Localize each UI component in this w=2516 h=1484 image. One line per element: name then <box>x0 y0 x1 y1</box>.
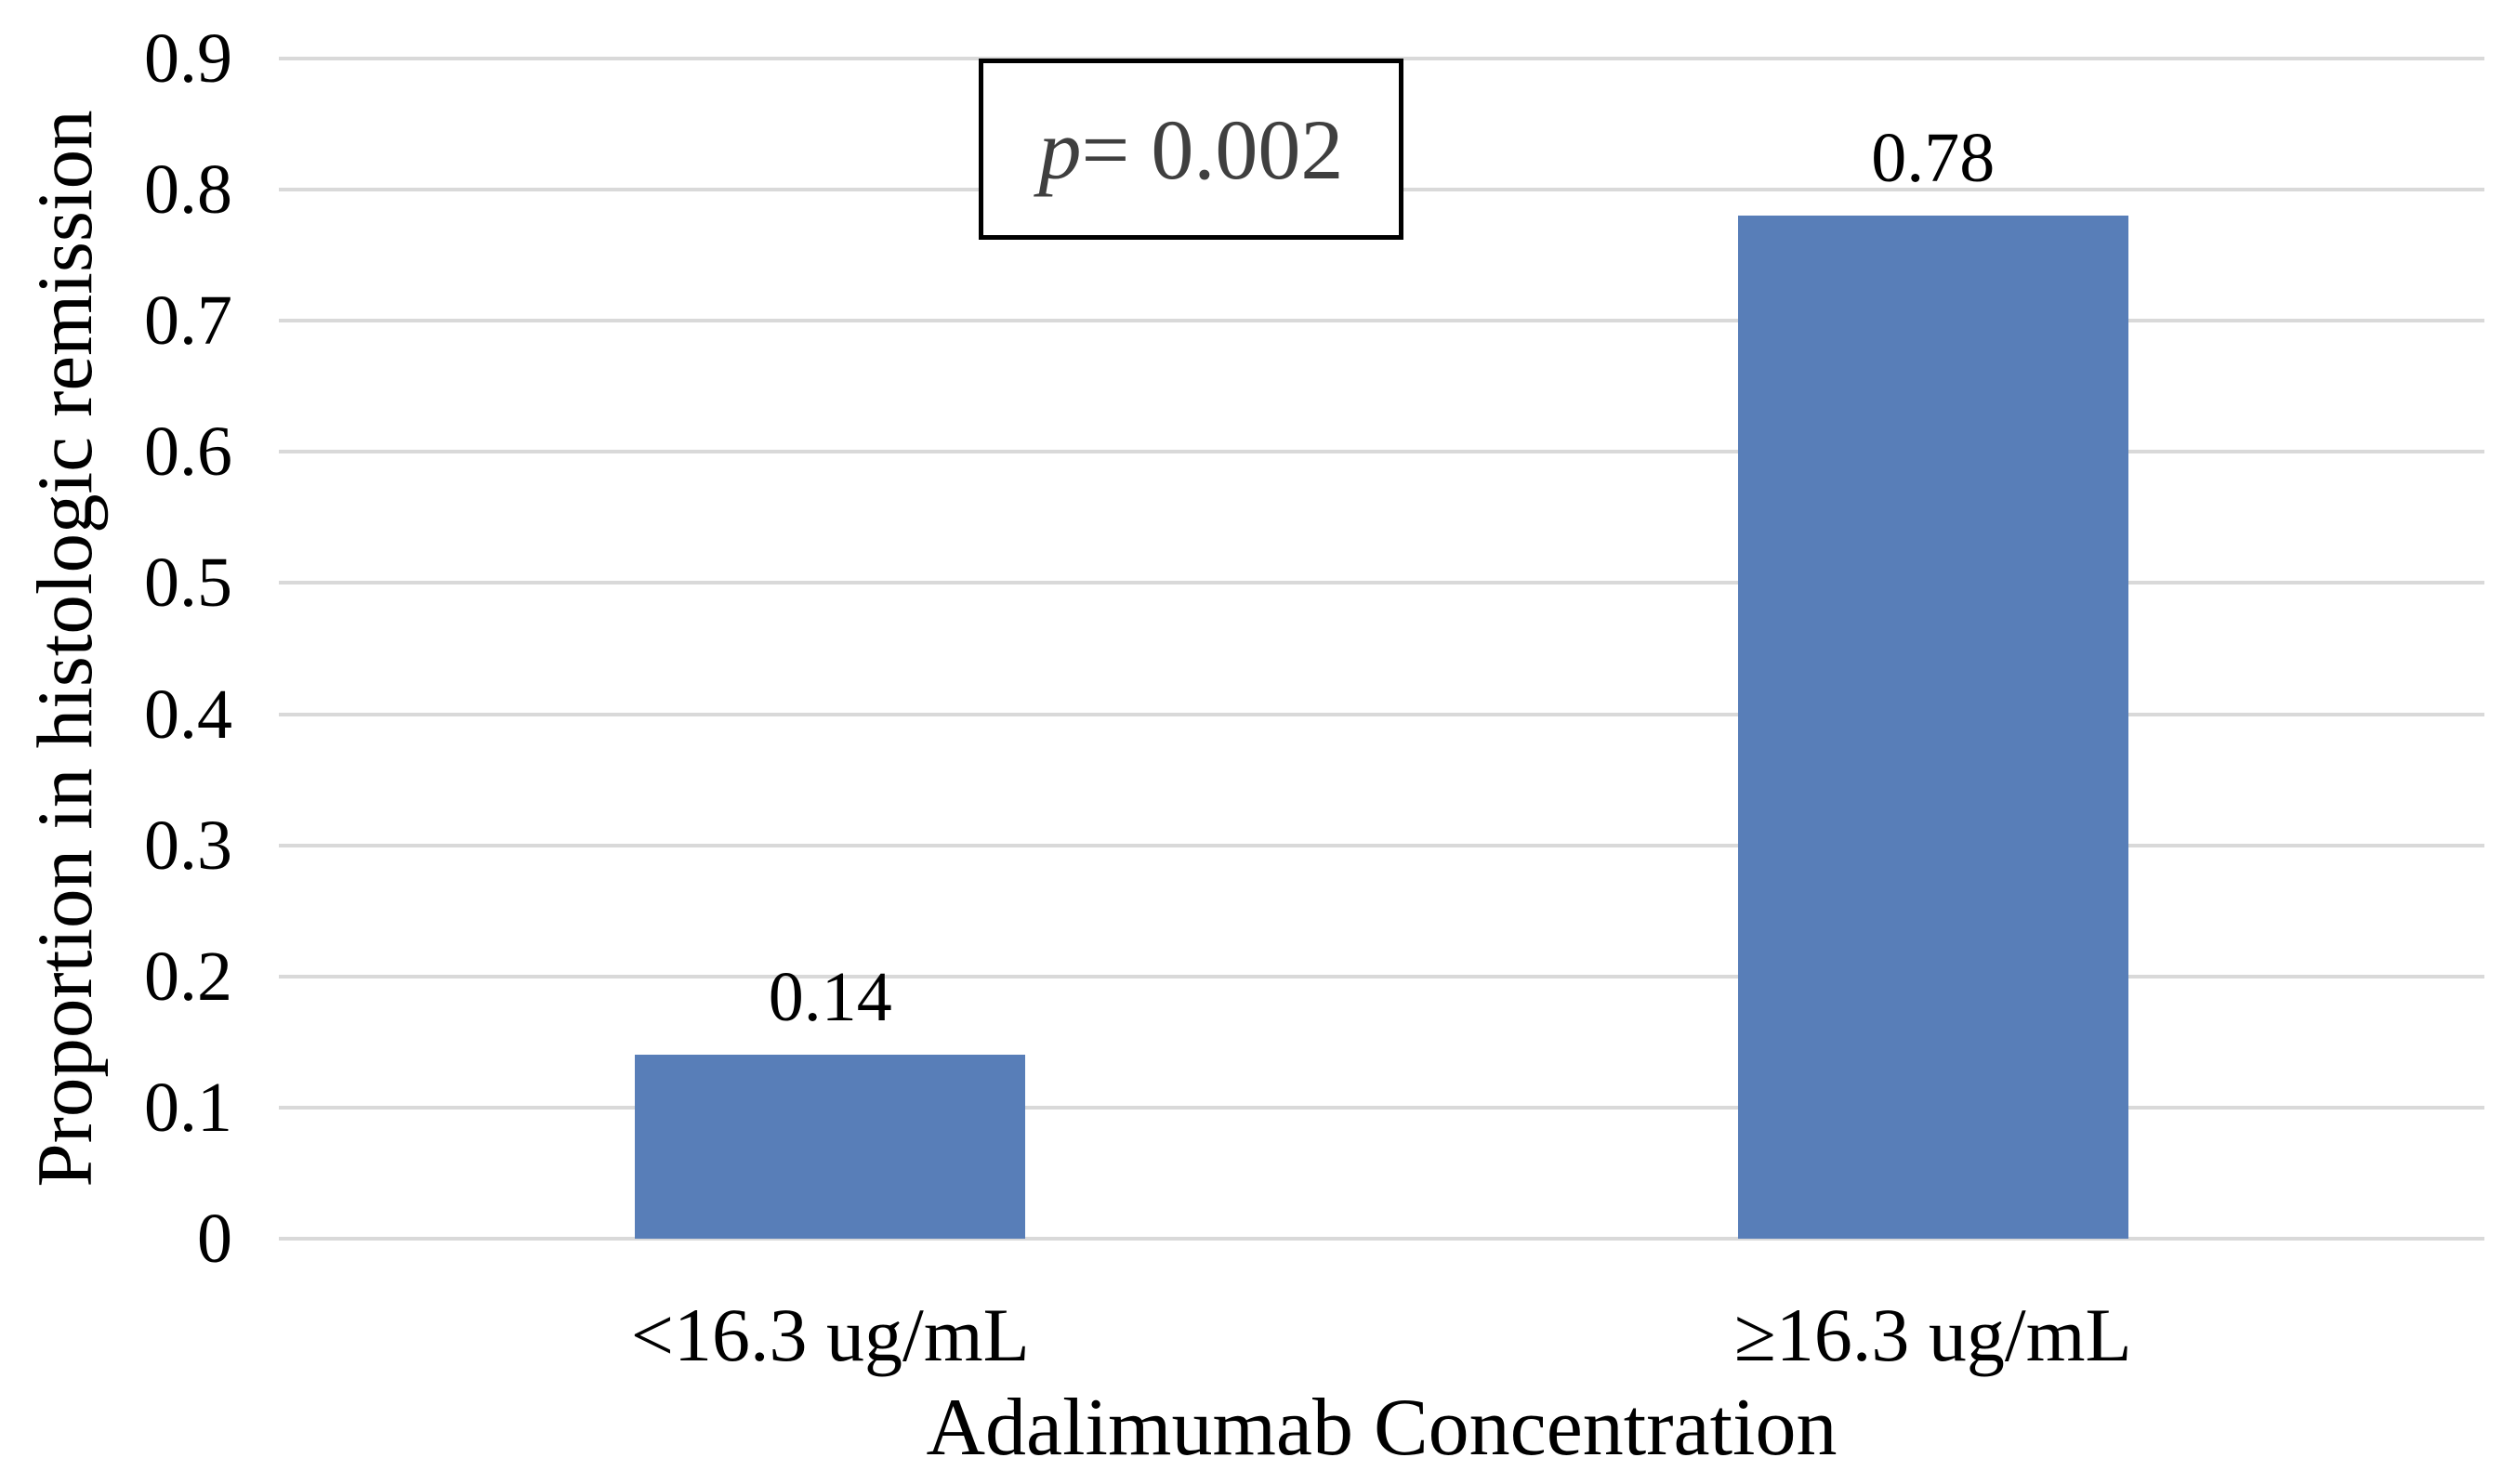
p-value-variable: p <box>1038 101 1082 197</box>
gridline <box>279 1105 2484 1110</box>
y-tick-label: 0.9 <box>144 20 232 98</box>
y-tick-label: 0.6 <box>144 413 232 492</box>
y-axis-title: Proportion in histologic remission <box>21 110 109 1188</box>
gridline <box>279 450 2484 454</box>
y-tick-label: 0 <box>197 1200 232 1278</box>
y-tick-label: 0.8 <box>144 151 232 230</box>
bar-value-label: 0.78 <box>1871 119 1996 198</box>
y-tick-label: 0.1 <box>144 1068 232 1147</box>
y-tick-label: 0.5 <box>144 544 232 623</box>
y-tick-label: 0.2 <box>144 937 232 1016</box>
gridline <box>279 712 2484 716</box>
x-category-label: <16.3 ug/mL <box>630 1293 1030 1377</box>
y-tick-label: 0.3 <box>144 806 232 885</box>
gridline <box>279 319 2484 323</box>
gridline <box>279 843 2484 847</box>
bar <box>1737 216 2128 1239</box>
y-tick-label: 0.7 <box>144 282 232 361</box>
gridline <box>279 974 2484 978</box>
y-tick-label: 0.4 <box>144 675 232 754</box>
p-value-text: = 0.002 <box>1081 101 1344 197</box>
bar-value-label: 0.14 <box>768 958 892 1037</box>
x-category-label: ≥16.3 ug/mL <box>1733 1293 2132 1377</box>
x-axis-title: Adalimumab Concentration <box>926 1383 1838 1473</box>
gridline <box>279 1237 2484 1241</box>
bar <box>635 1055 1026 1239</box>
p-value-annotation: p = 0.002 <box>979 59 1403 240</box>
gridline <box>279 581 2484 585</box>
